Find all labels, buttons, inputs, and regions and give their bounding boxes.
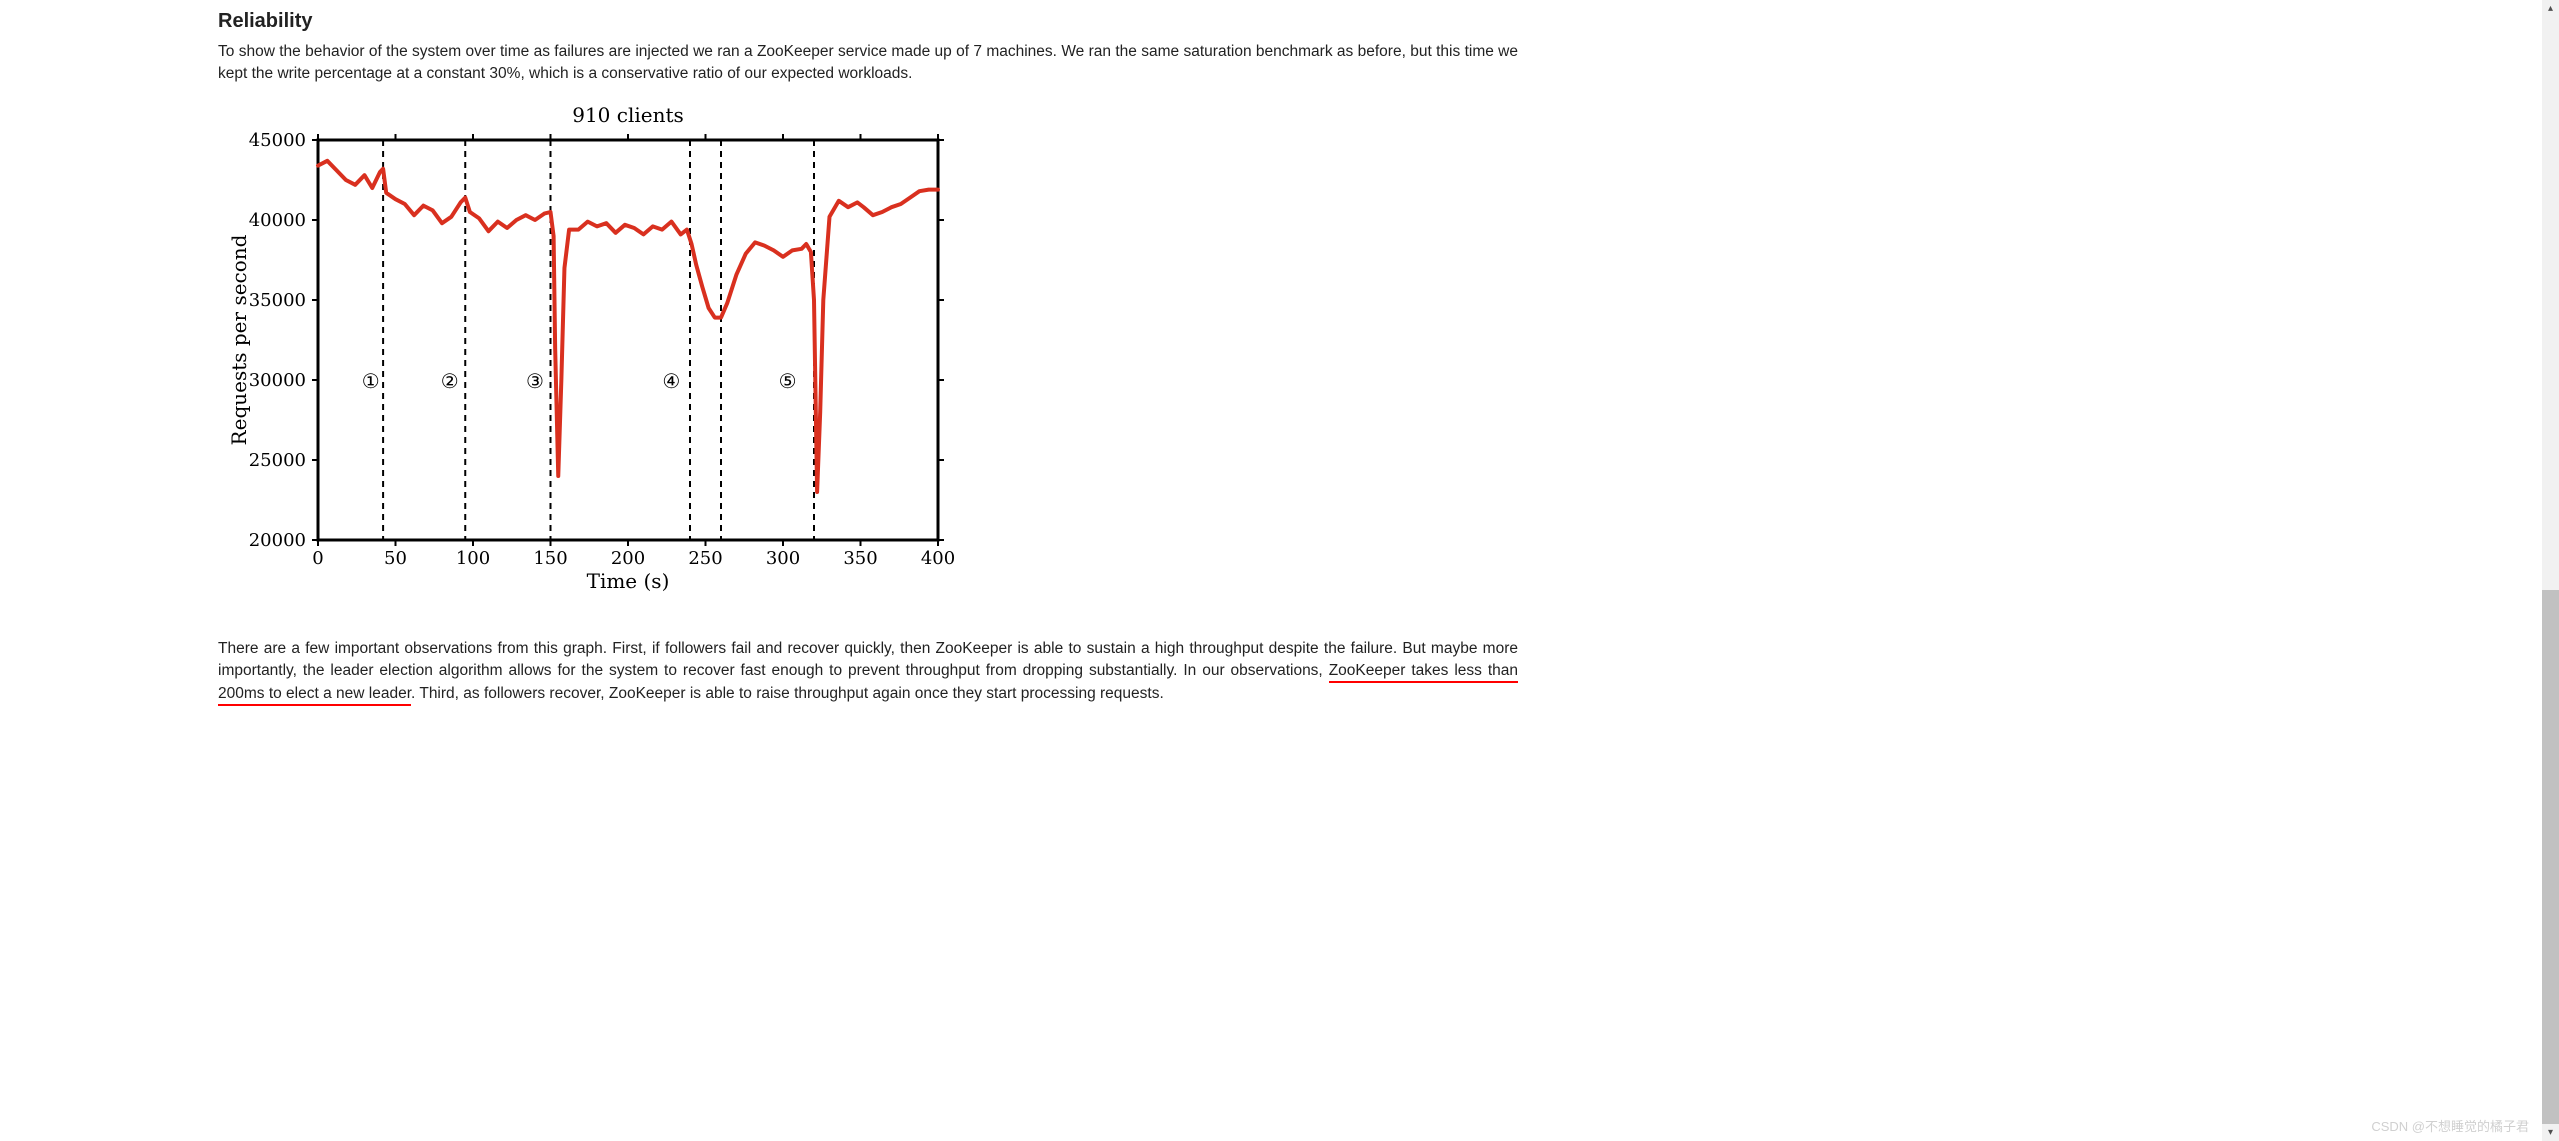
paragraph-observations: There are a few important observations f… xyxy=(218,638,1518,705)
svg-text:100: 100 xyxy=(456,548,490,569)
svg-text:50: 50 xyxy=(384,548,407,569)
svg-text:⑤: ⑤ xyxy=(779,369,797,393)
article-content: Reliability To show the behavior of the … xyxy=(218,0,1518,719)
scrollbar-track[interactable]: ▴ ▾ xyxy=(2542,0,2559,1141)
svg-text:25000: 25000 xyxy=(249,450,306,471)
svg-text:30000: 30000 xyxy=(249,370,306,391)
svg-text:③: ③ xyxy=(526,369,544,393)
section-heading: Reliability xyxy=(218,10,1518,33)
para2-pre: There are a few important observations f… xyxy=(218,640,1518,679)
scrollbar-up-arrow[interactable]: ▴ xyxy=(2542,0,2559,17)
svg-text:20000: 20000 xyxy=(249,530,306,551)
scrollbar-thumb[interactable] xyxy=(2542,590,2559,1130)
svg-text:910 clients: 910 clients xyxy=(572,103,684,127)
svg-text:400: 400 xyxy=(921,548,955,569)
svg-text:350: 350 xyxy=(843,548,877,569)
svg-text:250: 250 xyxy=(688,548,722,569)
svg-text:300: 300 xyxy=(766,548,800,569)
svg-text:200: 200 xyxy=(611,548,645,569)
svg-text:40000: 40000 xyxy=(249,210,306,231)
svg-text:35000: 35000 xyxy=(249,290,306,311)
svg-text:Requests per second: Requests per second xyxy=(227,234,251,445)
svg-text:②: ② xyxy=(441,369,459,393)
scrollbar-down-arrow[interactable]: ▾ xyxy=(2542,1124,2559,1141)
svg-text:0: 0 xyxy=(312,548,323,569)
csdn-watermark: CSDN @不想睡觉的橘子君 xyxy=(2371,1116,2529,1135)
svg-text:150: 150 xyxy=(533,548,567,569)
svg-text:①: ① xyxy=(362,369,380,393)
paragraph-intro: To show the behavior of the system over … xyxy=(218,41,1518,86)
para2-post: . Third, as followers recover, ZooKeeper… xyxy=(411,685,1164,702)
svg-text:④: ④ xyxy=(662,369,680,393)
svg-text:Time (s): Time (s) xyxy=(587,569,670,593)
chart-svg: 910 clients 20000 25000 30000 35000 40000 4500… xyxy=(218,100,978,610)
svg-text:45000: 45000 xyxy=(249,130,306,151)
reliability-chart: 910 clients 20000 25000 30000 35000 40000 4500… xyxy=(218,100,1518,610)
